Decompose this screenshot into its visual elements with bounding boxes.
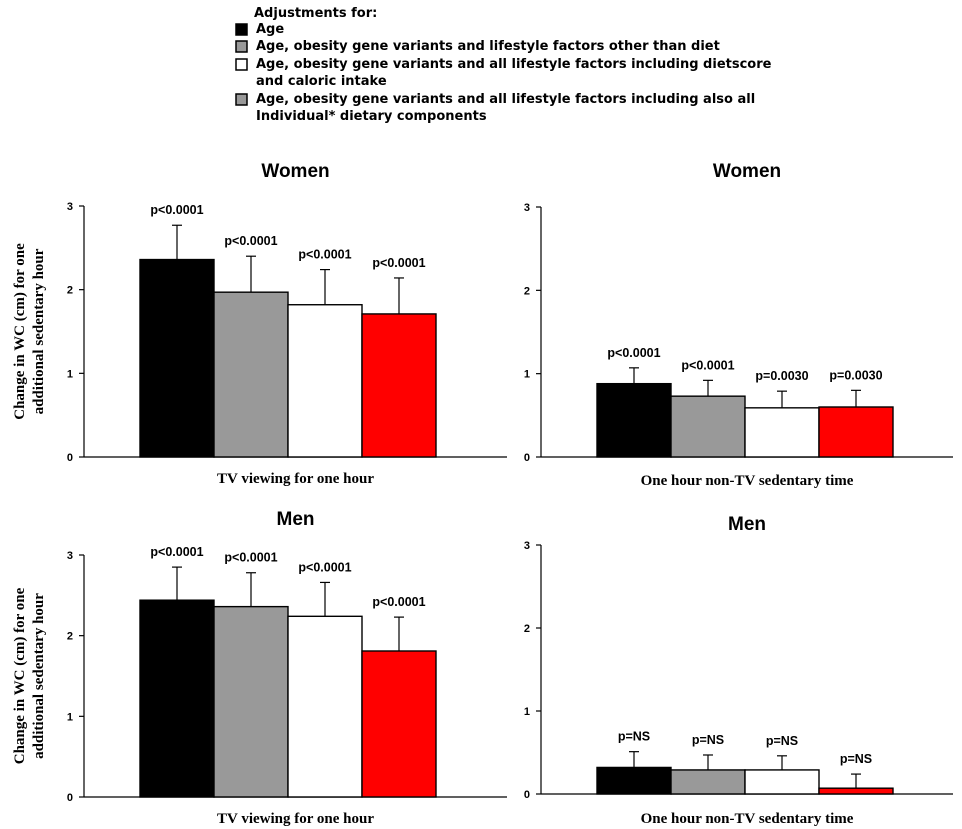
bar-1 [596,766,672,795]
chart-panel-4: Men 0 1 2 3 p=NS p=NS p=NS p=NS One hour non-TV s… [524,514,953,827]
y-tick-label: 0 [67,792,73,804]
legend-swatch-1 [235,23,248,36]
y-tick-label: 3 [67,201,73,213]
bar-2 [213,605,289,798]
panel-title: Women [261,161,329,182]
legend-label-3-line-2: and caloric intake [256,74,387,89]
p-value-label-4: p=NS [840,752,872,766]
bar-2 [670,395,746,458]
legend-swatch-2 [235,40,248,53]
bar-3 [287,615,363,798]
bar-4 [361,650,437,798]
y-axis-label: Change in WC (cm) for one additional sede… [12,587,47,764]
chart-panels: Women 0 1 2 3 p<0.0001 p<0.0001 p<0.0001 p<0.000… [12,161,953,827]
y-axis-label: Change in WC (cm) for one additional sede… [12,243,47,420]
panel-title: Men [728,514,766,535]
legend-label-4-line-1: Age, obesity gene variants and all lifes… [256,92,755,107]
p-value-label-3: p=0.0030 [755,369,808,383]
y-tick-label: 3 [67,550,73,562]
legend-swatch-4 [235,93,248,106]
y-tick-label: 0 [524,452,530,464]
y-tick-label: 2 [524,285,530,297]
chart-panel-3: Men 0 1 2 3 p<0.0001 p<0.0001 p<0.0001 p<0.0001 T… [12,509,507,827]
bar-2 [213,291,289,458]
bar-3 [287,304,363,458]
legend-title: Adjustments for: [254,6,377,21]
p-value-label-3: p<0.0001 [298,248,351,262]
p-value-label-2: p<0.0001 [224,234,277,248]
y-tick-label: 1 [67,368,73,380]
bar-4 [818,787,894,795]
bar-1 [596,382,672,458]
chart-panel-2: Women 0 1 2 3 p<0.0001 p<0.0001 p=0.0030 p=0.003… [524,161,953,489]
y-axis-label-line-2: additional sedentary hour [31,248,47,414]
p-value-label-4: p=0.0030 [829,368,882,382]
y-tick-label: 3 [524,540,530,552]
p-value-label-3: p=NS [766,734,798,748]
bar-3 [744,769,820,795]
y-axis-label-line-1: Change in WC (cm) for one [12,587,28,764]
y-tick-label: 1 [524,706,530,718]
p-value-label-1: p<0.0001 [150,203,203,217]
p-value-label-3: p<0.0001 [298,560,351,574]
chart-panel-1: Women 0 1 2 3 p<0.0001 p<0.0001 p<0.0001 p<0.000… [12,161,507,487]
panel-title: Men [277,509,315,530]
panel-title: Women [713,161,781,182]
y-tick-label: 2 [524,623,530,635]
p-value-label-1: p=NS [618,730,650,744]
y-axis-label-line-1: Change in WC (cm) for one [12,243,28,420]
legend-label-2-line-1: Age, obesity gene variants and lifestyle… [256,39,720,54]
x-axis-label: TV viewing for one hour [217,811,374,827]
bar-4 [818,406,894,458]
legend-label-3-line-1: Age, obesity gene variants and all lifes… [256,57,772,72]
x-axis-label: One hour non-TV sedentary time [641,473,854,489]
bar-3 [744,407,820,458]
legend-label-4-line-2: Individual* dietary components [256,109,487,124]
legend-swatch-3 [235,58,248,71]
legend: Adjustments for:Age Age, obesity gene var… [235,6,772,124]
p-value-label-2: p<0.0001 [224,551,277,565]
y-tick-label: 0 [67,452,73,464]
p-value-label-4: p<0.0001 [372,256,425,270]
bar-1 [139,599,215,798]
x-axis-label: One hour non-TV sedentary time [641,811,854,827]
p-value-label-2: p<0.0001 [681,358,734,372]
y-tick-label: 2 [67,631,73,643]
p-value-label-1: p<0.0001 [150,545,203,559]
y-tick-label: 3 [524,202,530,214]
bar-4 [361,313,437,458]
bar-2 [670,769,746,795]
legend-label-1-line-1: Age [256,22,284,37]
bar-1 [139,258,215,458]
y-tick-label: 1 [67,711,73,723]
x-axis-label: TV viewing for one hour [217,471,374,487]
p-value-label-2: p=NS [692,733,724,747]
p-value-label-1: p<0.0001 [607,346,660,360]
y-axis-label-line-2: additional sedentary hour [31,593,47,759]
y-tick-label: 2 [67,285,73,297]
p-value-label-4: p<0.0001 [372,595,425,609]
y-tick-label: 1 [524,369,530,381]
y-tick-label: 0 [524,789,530,801]
